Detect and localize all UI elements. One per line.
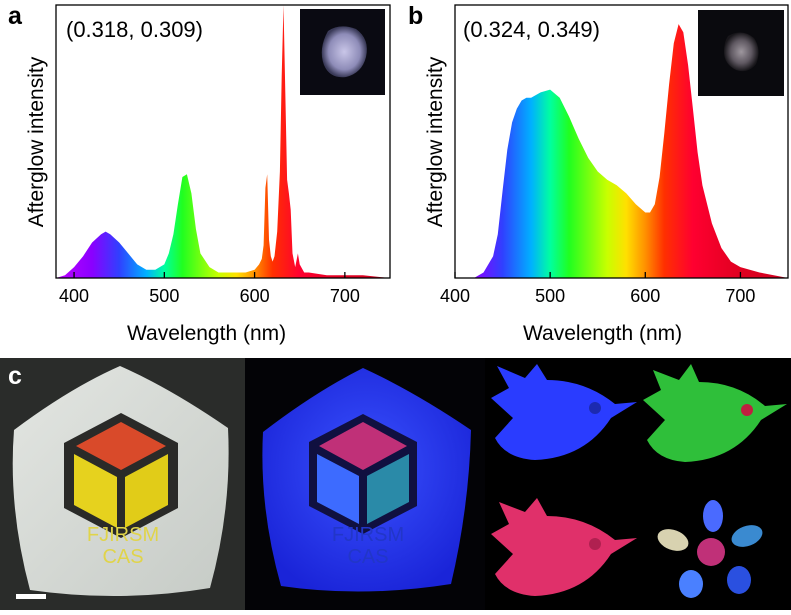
logo-text-daylight: FJIRSM CAS (68, 524, 178, 568)
chart-b-x-tick-label: 500 (535, 286, 565, 306)
chart-a-x-tick-label: 600 (240, 286, 270, 306)
y-axis-label-b: Afterglow intensity (424, 56, 447, 228)
logo-text-line1: FJIRSM (86, 524, 160, 546)
afterglow-shapes-photo (491, 364, 787, 598)
chart-b-plot-frame (454, 4, 789, 279)
logo-text-line2-afterglow: CAS (347, 546, 389, 568)
cie-coordinates-a: (0.318, 0.309) (66, 17, 203, 42)
panel-label-c: c (8, 362, 22, 390)
afterglow-photo-inset-a (300, 9, 385, 95)
chart-a-spectrum-area (56, 5, 390, 278)
panel-label-a: a (8, 2, 22, 30)
flower-shape (657, 500, 763, 598)
chart-b-x-tick-label: 600 (630, 286, 660, 306)
photo-panel-c: FJIRSM CAS FJIRSM CAS (0, 358, 791, 610)
chart-a-x-tick-label: 700 (330, 286, 360, 306)
logo-text-afterglow: FJIRSM CAS (313, 524, 423, 568)
spectrum-chart-a: 400 500 600 700 (55, 4, 391, 306)
panel-label-b: b (408, 2, 424, 30)
chart-b-x-tick-label: 400 (440, 286, 470, 306)
chart-a-x-tick-label: 400 (59, 286, 89, 306)
logo-text-line1-afterglow: FJIRSM (331, 524, 405, 546)
spectrum-chart-b: 400 500 600 700 (440, 4, 789, 306)
pink-bird-shape (491, 498, 637, 596)
chart-b-x-tick-label: 700 (725, 286, 755, 306)
scale-bar (16, 594, 46, 599)
logo-text-line2: CAS (102, 546, 144, 568)
green-bird-shape (643, 364, 787, 462)
blue-bird-shape (491, 364, 637, 460)
chart-a-plot-frame (55, 4, 391, 279)
chart-a-x-tick-label: 500 (149, 286, 179, 306)
daylight-photo (0, 358, 245, 610)
afterglow-photo-inset-b (698, 10, 784, 96)
x-axis-label-a: Wavelength (nm) (127, 322, 287, 345)
afterglow-logo-photo (245, 358, 485, 610)
chart-b-spectrum-area (474, 24, 788, 278)
cie-coordinates-b: (0.324, 0.349) (463, 17, 600, 42)
x-axis-label-b: Wavelength (nm) (523, 322, 683, 345)
y-axis-label-a: Afterglow intensity (25, 56, 48, 228)
